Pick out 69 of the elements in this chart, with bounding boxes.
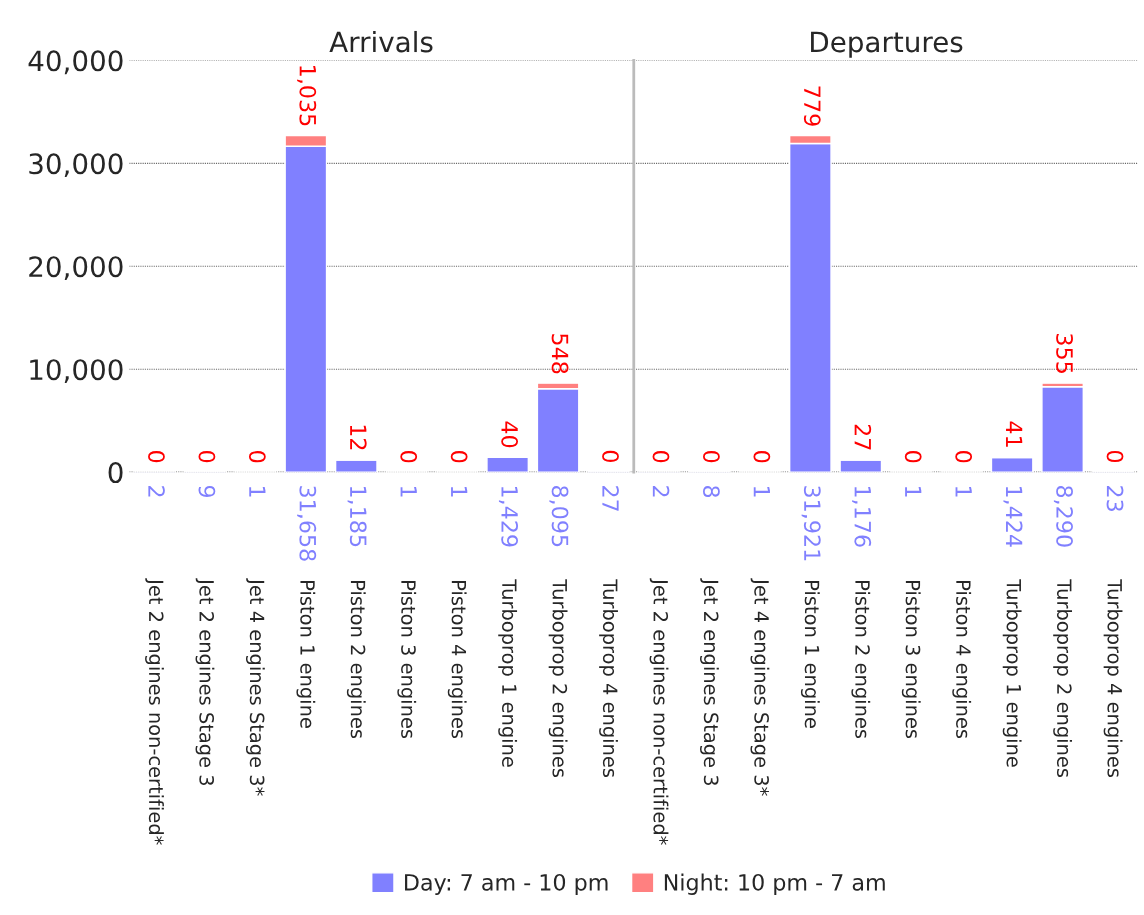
chart-title: Departures [811, 31, 963, 58]
data-label: 1 [753, 486, 770, 497]
data-label: 0 [450, 451, 468, 463]
data-label: 2 [652, 486, 670, 497]
legend-label: Day: 7 am - 10 pm [405, 873, 608, 895]
x-tick-label: Piston 4 engines [952, 581, 972, 739]
data-label: 1,429 [498, 486, 519, 547]
data-label: 1 [905, 486, 922, 497]
data-label: 8 [703, 486, 720, 498]
data-label: 0 [198, 451, 216, 463]
data-label: 1,035 [297, 66, 317, 126]
data-label: 1,176 [852, 486, 872, 547]
data-label: 0 [753, 451, 771, 463]
y-tick-label: 30,000 [29, 153, 123, 178]
data-label: 0 [148, 451, 165, 463]
data-label: 0 [652, 451, 670, 463]
x-tick-label: Piston 4 engines [447, 581, 467, 739]
x-tick-label: Turboprop 1 engine [498, 579, 518, 767]
data-label: 0 [955, 451, 973, 463]
legend-label: Night: 10 pm - 7 am [664, 873, 885, 895]
data-label: 27 [854, 424, 872, 450]
x-tick-label: Jet 4 engines Stage 3* [245, 578, 265, 796]
data-label: 1 [249, 486, 266, 497]
x-tick-label: Turboprop 2 engines [1053, 579, 1073, 778]
data-label: 355 [1056, 334, 1073, 373]
x-tick-label: Turboprop 1 engine [1002, 579, 1022, 767]
x-tick-label: Turboprop 4 engines [1103, 579, 1123, 778]
x-tick-label: Piston 3 engines [901, 581, 921, 739]
data-label: 0 [248, 451, 266, 463]
data-label: 0 [904, 451, 922, 463]
data-label: 0 [703, 451, 720, 463]
x-tick-label: Piston 2 engines [851, 581, 871, 739]
data-label: 8,095 [549, 486, 569, 547]
x-tick-label: Jet 2 engines non-certified* [145, 578, 164, 845]
chart-title: Arrivals [329, 30, 433, 53]
data-label: 2 [148, 486, 165, 497]
data-label: 8,290 [1053, 486, 1073, 547]
data-label: 0 [602, 450, 619, 463]
data-label: 1 [400, 486, 417, 497]
data-label: 548 [551, 334, 569, 374]
data-label: 1,185 [347, 486, 367, 547]
x-tick-label: Turboprop 2 engines [548, 579, 568, 778]
data-label: 1 [955, 486, 972, 497]
data-label: 0 [1106, 450, 1124, 463]
y-tick-label: 0 [108, 462, 123, 484]
y-tick-label: 20,000 [29, 256, 123, 281]
x-tick-label: Piston 1 engine [296, 581, 316, 728]
data-label: 27 [602, 486, 619, 511]
y-tick-label: 40,000 [28, 50, 123, 75]
data-label: 23 [1106, 486, 1124, 511]
x-tick-label: Jet 2 engines non-certified* [649, 578, 669, 845]
data-label: 31,921 [801, 486, 821, 561]
y-tick-label: 10,000 [30, 359, 123, 383]
x-tick-label: Piston 3 engines [397, 581, 417, 739]
data-label: 12 [350, 425, 367, 450]
x-tick-label: Piston 2 engines [346, 581, 366, 739]
x-tick-label: Jet 2 engines Stage 3 [195, 578, 215, 786]
data-label: 41 [1006, 421, 1023, 447]
x-tick-label: Piston 1 engine [800, 581, 820, 728]
x-tick-label: Jet 4 engines Stage 3* [750, 578, 770, 796]
data-label: 9 [198, 485, 216, 498]
data-label: 1 [451, 486, 468, 497]
data-label: 40 [501, 421, 519, 448]
x-tick-label: Jet 2 engines Stage 3 [700, 578, 719, 786]
data-label: 31,658 [297, 486, 317, 561]
data-label: 1,424 [1003, 486, 1023, 547]
data-label: 0 [400, 451, 418, 463]
data-label: 779 [803, 86, 821, 126]
x-tick-label: Turboprop 4 engines [599, 579, 618, 778]
